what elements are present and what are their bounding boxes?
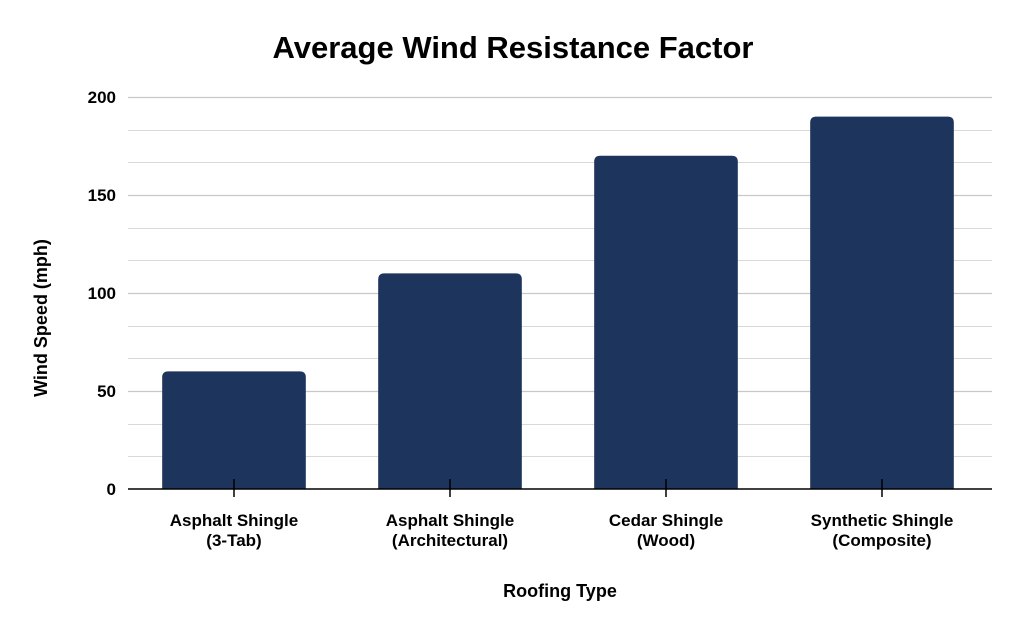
bar-0 — [162, 371, 306, 489]
y-tick-label: 0 — [107, 480, 116, 499]
bar-1 — [378, 273, 522, 489]
x-category-label-2: Cedar Shingle (Wood) — [609, 511, 723, 550]
x-axis-label: Roofing Type — [503, 581, 617, 601]
bar-3 — [810, 116, 954, 489]
y-tick-label: 200 — [88, 88, 116, 107]
x-axis-category-labels: Asphalt Shingle (3-Tab) Asphalt Shingle (Ar… — [170, 511, 954, 550]
y-tick-label: 150 — [88, 186, 116, 205]
axes — [128, 479, 992, 497]
y-axis-label: Wind Speed (mph) — [31, 239, 51, 397]
x-category-label-0: Asphalt Shingle (3-Tab) — [170, 511, 298, 550]
bars — [162, 116, 954, 490]
chart-title: Average Wind Resistance Factor — [273, 30, 754, 65]
x-category-label-1: Asphalt Shingle (Architectural) — [386, 511, 514, 550]
x-category-label-3: Synthetic Shingle (Composite) — [811, 511, 954, 550]
y-tick-label: 100 — [88, 284, 116, 303]
y-tick-label: 50 — [97, 382, 116, 401]
y-axis-tick-labels: 0 50 100 150 200 — [88, 88, 116, 499]
bar-2 — [594, 155, 738, 490]
